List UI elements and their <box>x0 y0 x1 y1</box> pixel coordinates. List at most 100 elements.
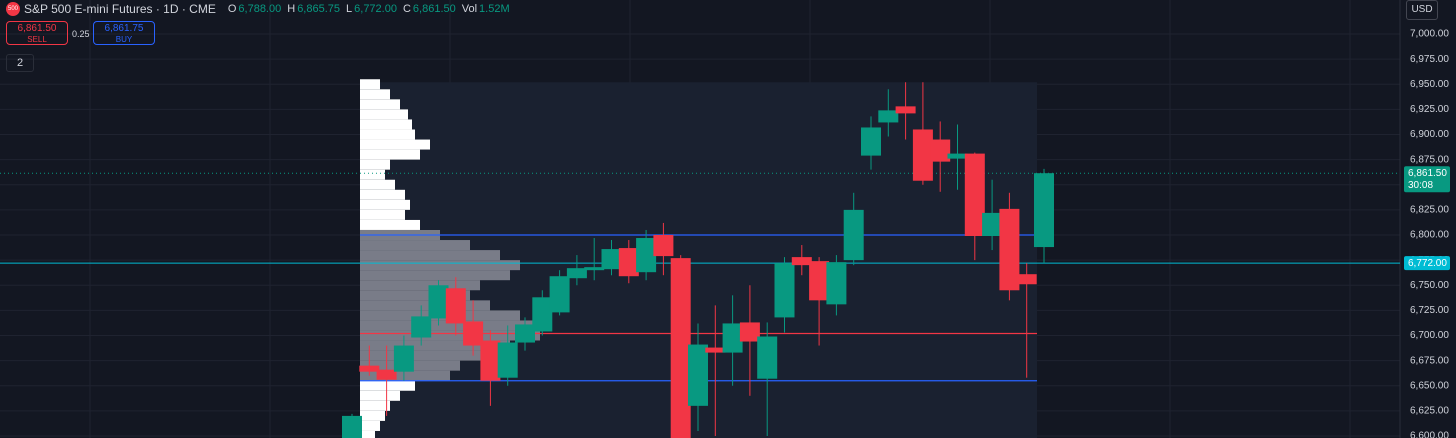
candle-body <box>653 235 674 257</box>
y-tick-label: 6,900.00 <box>1410 129 1449 140</box>
ohlc-value: 6,788.00 <box>238 3 282 15</box>
profile-row <box>360 79 380 90</box>
candle-body <box>411 316 432 338</box>
candle-body <box>1034 173 1054 248</box>
buy-button[interactable]: 6,861.75 BUY <box>93 21 155 45</box>
y-tick-label: 6,950.00 <box>1410 79 1449 90</box>
indicator-toggle[interactable]: 2 <box>6 54 34 72</box>
y-tick-label: 6,700.00 <box>1410 330 1449 341</box>
y-tick-label: 6,625.00 <box>1410 406 1449 417</box>
candle-body <box>376 369 397 380</box>
profile-row <box>360 149 420 160</box>
profile-row <box>360 320 545 331</box>
candle-body <box>878 110 899 123</box>
profile-row <box>360 420 380 431</box>
candle-body <box>947 153 968 159</box>
y-tick-label: 6,925.00 <box>1410 104 1449 115</box>
candle-body <box>774 263 795 318</box>
candle-body <box>497 342 518 378</box>
candle-body <box>895 106 916 114</box>
profile-row <box>360 159 390 170</box>
profile-row <box>360 350 490 361</box>
ohlc-value: 1.52M <box>479 3 510 15</box>
candle-body <box>670 258 691 438</box>
ohlc-key: C <box>402 3 411 15</box>
sell-label: SELL <box>27 35 47 44</box>
symbol-badge: 500 <box>6 2 20 16</box>
candle-body <box>705 347 726 353</box>
ohlc-value: 6,772.00 <box>354 3 397 15</box>
profile-row <box>360 119 412 130</box>
profile-row <box>360 260 520 271</box>
candle-body <box>861 127 881 156</box>
symbol-title[interactable]: S&P 500 E-mini Futures · 1D · CME <box>24 2 216 16</box>
profile-row <box>360 431 375 438</box>
candle-body <box>549 276 570 313</box>
price-label: 6,861.50 <box>1408 168 1447 179</box>
ohlc-value: 6,865.75 <box>297 3 341 15</box>
y-tick-label: 6,875.00 <box>1410 154 1449 165</box>
candle-body <box>463 321 484 346</box>
profile-row <box>360 179 395 190</box>
candle-body <box>912 129 933 181</box>
y-tick-label: 6,975.00 <box>1410 54 1449 65</box>
profile-row <box>360 340 510 351</box>
candle-body <box>428 285 449 319</box>
price-label: 6,772.00 <box>1408 258 1447 269</box>
buy-label: BUY <box>115 35 133 44</box>
profile-row <box>360 99 400 110</box>
ohlc-key: L <box>346 3 353 15</box>
profile-row <box>360 219 420 230</box>
sell-button[interactable]: 6,861.50 SELL <box>6 21 68 45</box>
y-tick-label: 7,000.00 <box>1410 29 1449 40</box>
candle-body <box>515 324 535 343</box>
ohlc-value: 6,861.50 <box>412 3 456 15</box>
profile-row <box>360 410 385 421</box>
buy-price: 6,861.75 <box>104 23 144 34</box>
currency-button[interactable]: USD <box>1406 0 1438 20</box>
candle-body <box>566 268 587 279</box>
candle-body <box>359 365 380 372</box>
profile-row <box>360 250 500 261</box>
y-tick-label: 6,725.00 <box>1410 305 1449 316</box>
profile-row <box>360 370 450 381</box>
profile-row <box>360 129 415 140</box>
candle-body <box>480 340 501 381</box>
spread: 0.25 <box>72 29 90 39</box>
profile-row <box>360 209 405 220</box>
candle-body <box>982 212 1003 237</box>
candle-body <box>393 345 414 372</box>
ohlc: O 6,788.00 H 6,865.75 L 6,772.00 C 6,861.50 Vol 1… <box>228 3 514 15</box>
y-tick-label: 6,800.00 <box>1410 230 1449 241</box>
profile-row <box>360 240 470 251</box>
profile-row <box>360 109 408 120</box>
sell-price: 6,861.50 <box>17 23 57 34</box>
profile-row <box>360 280 480 291</box>
profile-row <box>360 290 470 301</box>
profile-row <box>360 380 415 391</box>
y-tick-label: 6,675.00 <box>1410 355 1449 366</box>
candle-body <box>342 415 362 438</box>
y-tick-label: 6,600.00 <box>1410 431 1449 438</box>
candle-body <box>964 153 985 237</box>
price-label-bg <box>1404 166 1450 193</box>
ohlc-key: H <box>287 3 296 15</box>
profile-row <box>360 400 390 411</box>
y-tick-label: 6,825.00 <box>1410 205 1449 216</box>
profile-row <box>360 89 390 100</box>
candle-body <box>688 344 708 406</box>
y-tick-label: 6,750.00 <box>1410 280 1449 291</box>
profile-row <box>360 169 385 180</box>
candle-body <box>843 209 864 261</box>
candle-body <box>722 323 743 353</box>
candle-body <box>445 288 466 324</box>
ohlc-key: O <box>227 3 237 15</box>
candle-body <box>636 238 657 273</box>
candle-body <box>584 267 605 271</box>
candle-body <box>791 257 812 266</box>
price-label-bg <box>1404 256 1450 271</box>
profile-row <box>360 139 430 150</box>
profile-row <box>360 300 490 311</box>
